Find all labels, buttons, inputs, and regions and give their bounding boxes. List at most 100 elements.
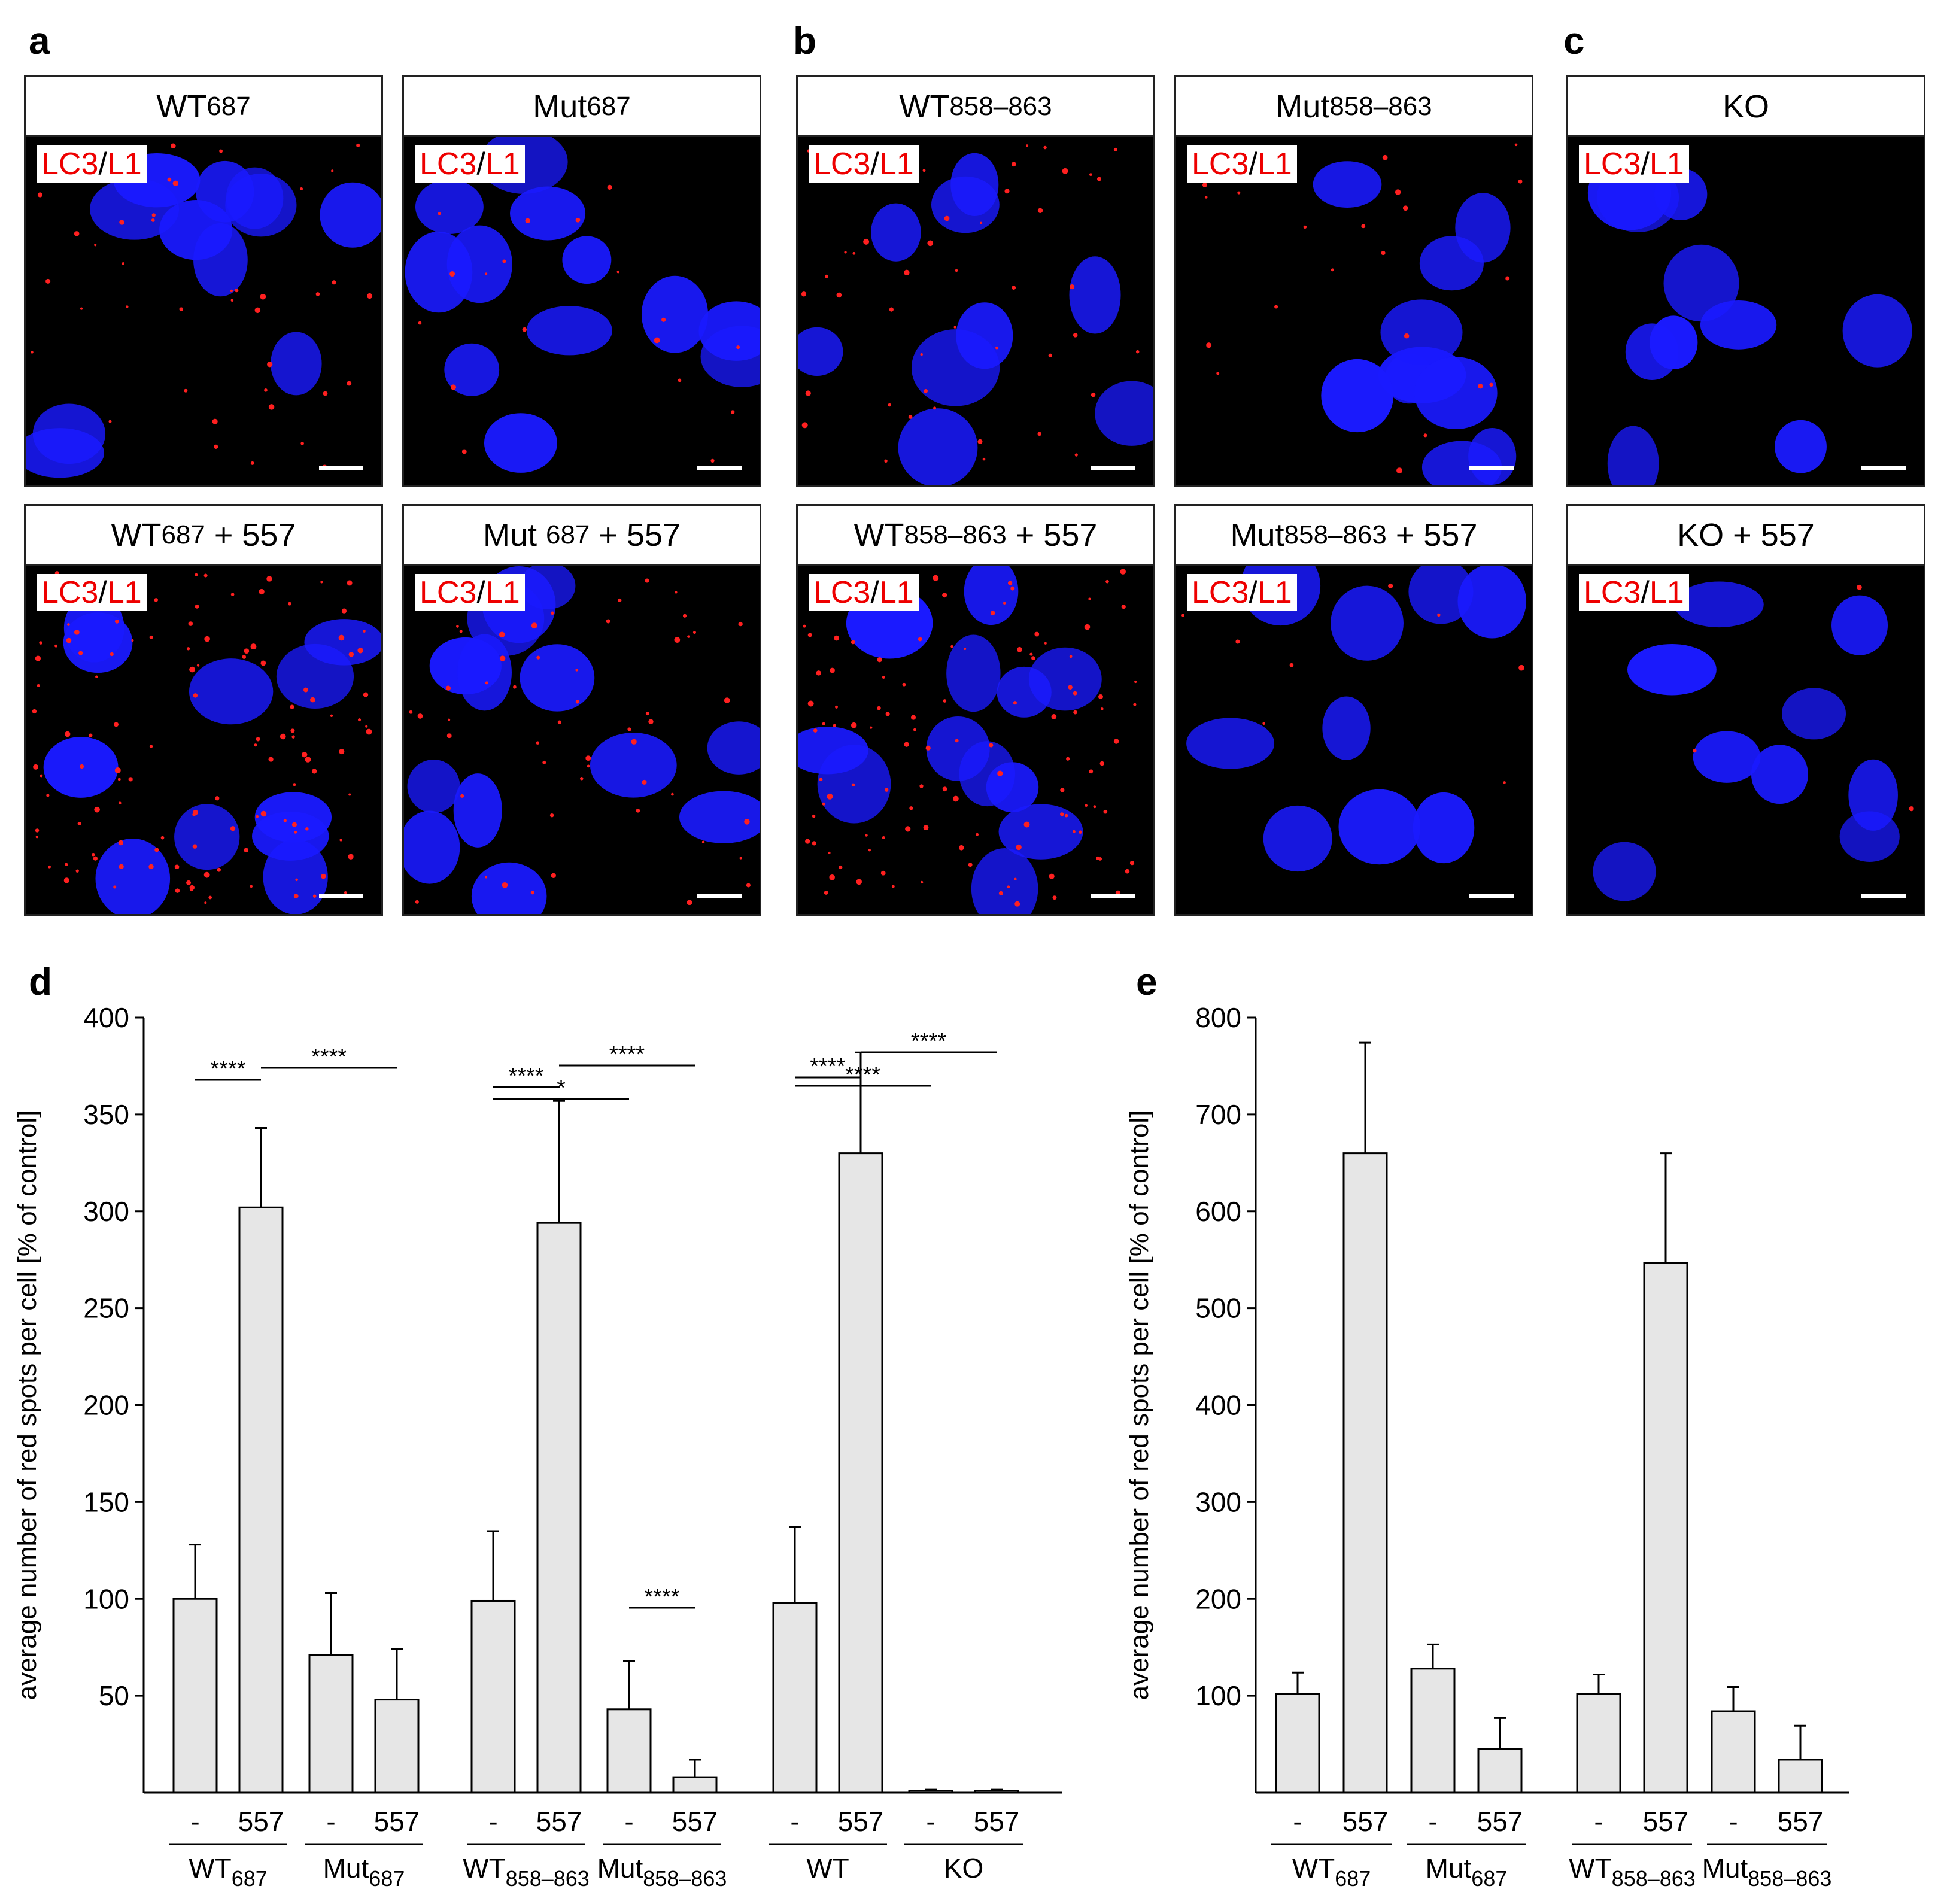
red-spot <box>997 770 1003 776</box>
title-suffix: + 557 <box>205 517 296 553</box>
red-spot <box>834 705 838 709</box>
red-spot <box>366 728 372 735</box>
red-spot <box>1388 583 1393 588</box>
group-label-subscript: 687 <box>1335 1866 1371 1891</box>
red-spot <box>128 777 133 782</box>
stain-label-lc3: LC3 <box>41 575 99 610</box>
red-spot <box>348 854 354 860</box>
red-spot <box>682 614 687 618</box>
red-spot <box>409 710 413 714</box>
group-label-subscript: 858–863 <box>506 1866 590 1891</box>
red-spot <box>1204 196 1208 199</box>
red-spot <box>645 712 649 716</box>
red-spot <box>293 894 299 898</box>
stain-label-l1: L1 <box>485 575 520 610</box>
red-spot <box>942 593 947 598</box>
red-spot <box>627 727 631 731</box>
stain-label-lc3: LC3 <box>41 147 99 181</box>
scale-bar <box>697 894 742 898</box>
red-spot <box>122 262 124 265</box>
nucleus <box>1781 688 1846 740</box>
group-label-base: Mut <box>323 1853 369 1884</box>
red-spot <box>918 637 922 642</box>
red-spot <box>1073 333 1078 338</box>
red-spot <box>204 636 210 642</box>
red-spot <box>321 873 326 879</box>
bar <box>672 1776 718 1794</box>
category-label: - <box>790 1806 799 1837</box>
red-spot <box>446 733 452 739</box>
y-tick-label: 100 <box>1195 1680 1241 1711</box>
y-tick-label: 300 <box>1195 1486 1241 1517</box>
panel-letter-b: b <box>793 19 817 62</box>
red-spot <box>45 278 51 284</box>
red-spot <box>1478 384 1483 389</box>
title-base: WT <box>111 517 162 553</box>
image-panel: Mut 858–863 LC3/L1 <box>1174 75 1533 487</box>
red-spot <box>607 184 612 190</box>
red-spot <box>1066 757 1070 761</box>
red-spot <box>259 588 265 595</box>
nucleus <box>1186 718 1275 769</box>
red-spot <box>195 573 198 576</box>
red-spot <box>1303 225 1307 229</box>
stain-label-lc3: LC3 <box>1192 147 1249 181</box>
nucleus <box>1663 244 1739 322</box>
nucleus <box>964 566 1019 625</box>
nucleus <box>1069 256 1121 334</box>
red-spot <box>35 828 40 833</box>
nucleus <box>1321 359 1394 433</box>
red-spot <box>80 307 83 310</box>
red-spot <box>1043 145 1047 150</box>
red-spot <box>65 863 68 866</box>
stain-label-l1: L1 <box>1649 575 1684 610</box>
image-panel: WT 687 + 557 LC3/L1 <box>24 504 383 916</box>
nucleus <box>471 862 547 914</box>
title-base: Mut <box>1230 517 1284 553</box>
red-spot <box>805 839 810 844</box>
red-spot <box>256 737 260 742</box>
red-spot <box>485 272 488 275</box>
red-spot <box>461 449 467 454</box>
red-spot <box>955 269 958 272</box>
nucleus <box>590 733 677 798</box>
nucleus <box>997 666 1052 718</box>
y-tick-label: 500 <box>1195 1293 1241 1324</box>
red-spot <box>1423 433 1427 438</box>
red-spot <box>485 681 488 685</box>
nucleus <box>1839 811 1900 862</box>
nucleus <box>1607 426 1659 485</box>
nucleus <box>1457 566 1526 639</box>
red-spot <box>348 793 351 796</box>
red-spot <box>1202 183 1207 187</box>
red-spot <box>363 630 366 633</box>
red-spot <box>448 718 451 721</box>
red-spot <box>1113 147 1117 151</box>
stain-label-sep: / <box>1249 575 1257 610</box>
nucleus <box>226 167 284 229</box>
y-tick-label: 200 <box>83 1390 129 1421</box>
red-spot <box>280 733 286 740</box>
red-spot <box>525 218 530 223</box>
category-label: - <box>624 1806 633 1837</box>
y-tick-label: 350 <box>83 1099 129 1130</box>
red-spot <box>863 238 870 245</box>
red-spot <box>631 739 637 745</box>
nucleus <box>898 408 978 485</box>
red-spot <box>110 652 114 657</box>
red-spot <box>824 891 828 895</box>
red-spot <box>1505 276 1510 281</box>
red-spot <box>312 769 317 774</box>
red-spot <box>889 307 894 312</box>
red-spot <box>1404 333 1410 339</box>
red-spot <box>415 900 419 904</box>
red-spot <box>1069 655 1073 658</box>
red-spot <box>302 751 308 758</box>
red-spot <box>710 458 715 463</box>
red-spot <box>63 877 69 883</box>
category-label: - <box>190 1806 199 1837</box>
stain-label-sep: / <box>476 575 485 610</box>
category-label: - <box>1594 1806 1603 1837</box>
red-spot <box>290 728 295 733</box>
stain-label: LC3/L1 <box>809 574 919 611</box>
